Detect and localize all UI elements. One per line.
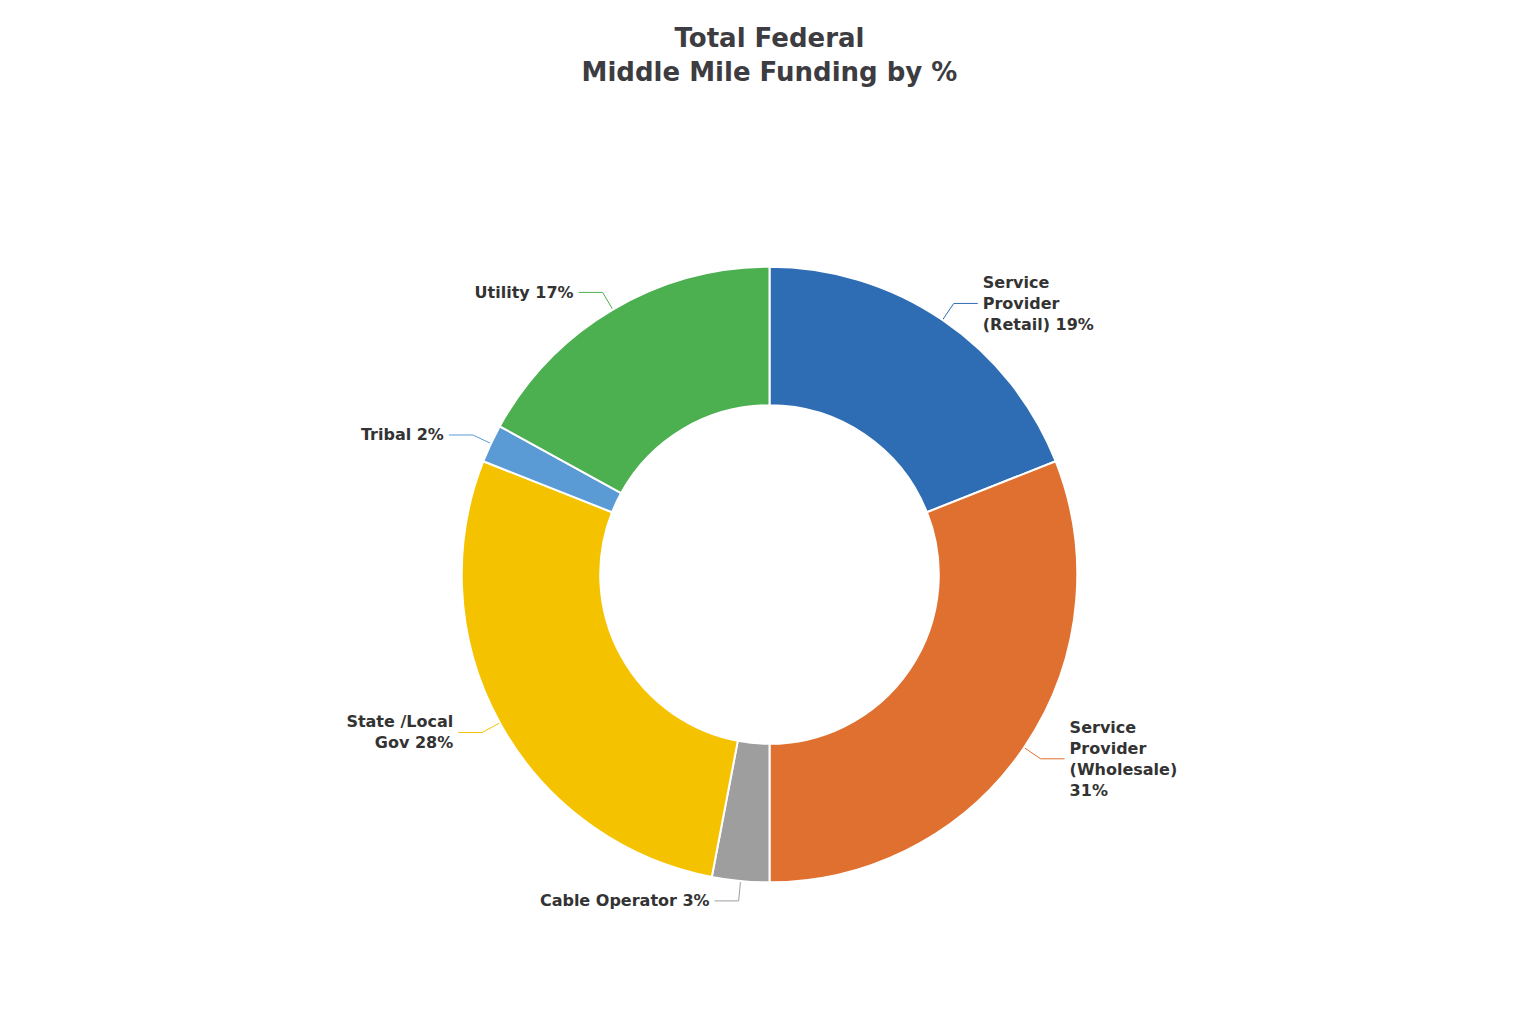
svg-text:Provider: Provider <box>1070 739 1147 758</box>
svg-text:Provider: Provider <box>983 294 1060 313</box>
svg-text:(Wholesale): (Wholesale) <box>1070 760 1178 779</box>
svg-text:State /Local: State /Local <box>346 712 453 731</box>
svg-text:(Retail) 19%: (Retail) 19% <box>983 315 1094 334</box>
svg-text:Service: Service <box>1070 718 1137 737</box>
svg-text:Cable Operator 3%: Cable Operator 3% <box>540 891 710 910</box>
svg-text:Total Federal: Total Federal <box>675 23 865 53</box>
svg-text:Service: Service <box>983 273 1050 292</box>
svg-text:Middle Mile Funding by %: Middle Mile Funding by % <box>582 57 958 87</box>
svg-text:31%: 31% <box>1070 781 1108 800</box>
svg-text:Gov 28%: Gov 28% <box>375 733 453 752</box>
svg-text:Utility 17%: Utility 17% <box>475 283 574 302</box>
svg-text:Tribal 2%: Tribal 2% <box>361 425 444 444</box>
